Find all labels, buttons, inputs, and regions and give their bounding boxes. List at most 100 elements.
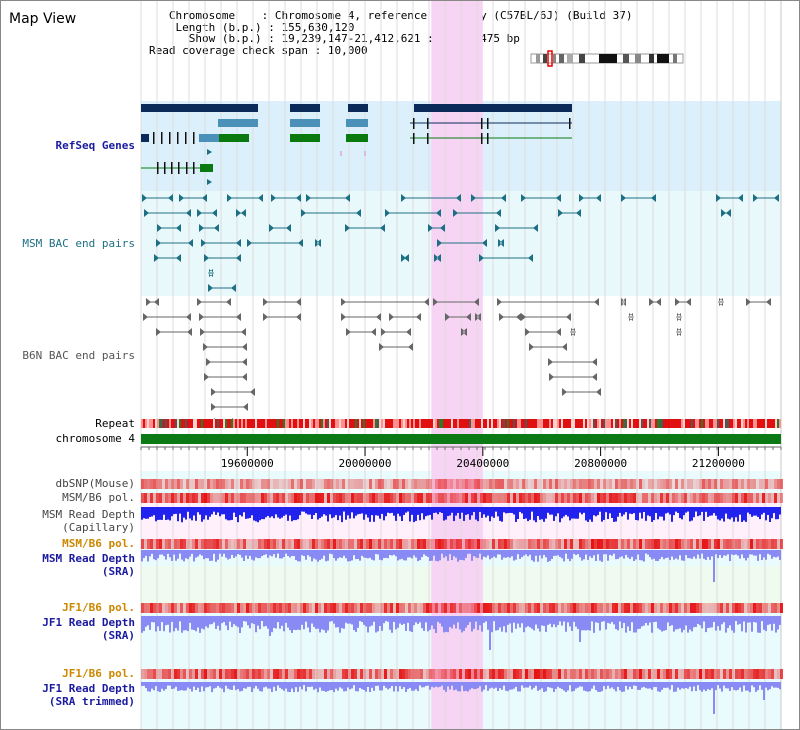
polymorphism-cell [774,603,777,613]
polymorphism-cell [606,539,609,549]
read-depth-bar [285,682,287,689]
read-depth-bar [525,682,527,688]
polymorphism-cell [282,479,285,489]
refseq-gene[interactable] [290,119,320,127]
read-depth-bar [723,550,725,556]
read-depth-bar [245,682,247,689]
polymorphism-cell [348,479,351,489]
read-depth-bar [357,682,359,692]
repeat-segment [539,419,541,428]
polymorphism-cell [756,603,759,613]
read-depth-bar [663,616,665,631]
refseq-gene[interactable] [199,134,219,142]
read-depth-bar [695,507,697,512]
read-depth-bar [285,507,287,515]
read-depth-bar [475,550,477,558]
read-depth-bar [361,550,363,556]
read-depth-bar [565,682,567,693]
polymorphism-cell [750,479,753,489]
chromosome-ideogram[interactable] [530,50,684,67]
polymorphism-cell [699,603,702,613]
read-depth-bar [647,550,649,555]
read-depth-bar [393,550,395,555]
refseq-gene[interactable] [290,104,320,112]
polymorphism-cell [186,539,189,549]
read-depth-bar [557,550,559,556]
refseq-gene[interactable] [141,134,149,142]
polymorphism-cell [219,493,222,503]
polymorphism-cell [672,493,675,503]
polymorphism-cell [450,493,453,503]
read-depth-bar [281,507,283,518]
polymorphism-cell [495,479,498,489]
read-depth-bar [305,507,307,514]
read-depth-bar [591,682,593,689]
polymorphism-cell [567,603,570,613]
read-depth-bar [433,616,435,630]
read-depth-bar [349,616,351,624]
refseq-gene[interactable] [414,104,572,112]
polymorphism-cell [597,603,600,613]
polymorphism-cell [147,539,150,549]
repeat-segment [287,419,289,428]
repeat-segment [477,419,479,428]
polymorphism-cell [774,479,777,489]
repeat-segment [589,419,591,428]
polymorphism-cell [354,493,357,503]
refseq-gene[interactable] [346,134,368,142]
polymorphism-cell [369,539,372,549]
read-depth-bar [215,682,217,688]
repeat-segment [369,419,371,428]
polymorphism-cell [504,603,507,613]
read-depth-bar [665,616,667,631]
read-depth-bar [401,507,403,521]
polymorphism-cell [549,603,552,613]
read-depth-bar [413,507,415,523]
chromosome-bar[interactable] [141,434,781,444]
polymorphism-cell [405,669,408,679]
polymorphism-cell [351,493,354,503]
polymorphism-cell [576,603,579,613]
polymorphism-cell [666,539,669,549]
refseq-gene[interactable] [200,164,213,172]
read-depth-bar [419,682,421,686]
polymorphism-cell [303,603,306,613]
polymorphism-cell [483,493,486,503]
repeat-segment [545,419,547,428]
polymorphism-cell [387,669,390,679]
polymorphism-cell [390,479,393,489]
refseq-gene[interactable] [141,104,258,112]
read-depth-bar [569,507,571,521]
repeat-segment [695,419,697,428]
read-depth-bar [421,550,423,558]
read-depth-bar [639,682,641,690]
polymorphism-cell [477,493,480,503]
polymorphism-cell [432,603,435,613]
refseq-gene[interactable] [218,119,258,127]
polymorphism-cell [327,669,330,679]
read-depth-bar [505,550,507,558]
b6n-bac-pair-end [628,313,634,321]
read-depth-bar [175,682,177,687]
polymorphism-cell [330,493,333,503]
repeat-segment [279,419,281,428]
read-depth-bar [279,682,281,688]
repeat-segment [733,419,735,428]
polymorphism-cell [768,669,771,679]
refseq-gene[interactable] [348,104,368,112]
refseq-gene[interactable] [219,134,249,142]
polymorphism-cell [519,603,522,613]
polymorphism-cell [411,603,414,613]
refseq-gene[interactable] [346,119,368,127]
polymorphism-cell [441,493,444,503]
refseq-gene[interactable] [290,134,320,142]
polymorphism-cell [636,539,639,549]
polymorphism-cell [618,539,621,549]
repeat-segment [327,419,329,428]
read-depth-bar [611,616,613,623]
polymorphism-cell [528,479,531,489]
repeat-segment [257,419,259,428]
read-depth-bar [273,682,275,687]
read-depth-bar [529,507,531,520]
